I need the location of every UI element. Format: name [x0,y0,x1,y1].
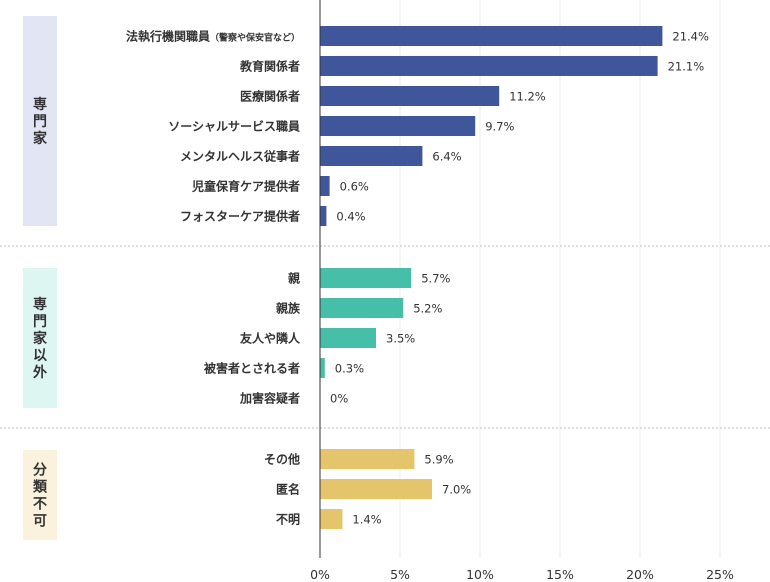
value-label: 0.6% [340,180,369,194]
category-label: 教育関係者 [239,59,300,74]
bar [320,268,412,288]
category-label: 親 [288,271,300,286]
x-tick-label: 25% [706,567,734,582]
value-label: 5.9% [424,453,453,467]
category-label: 被害者とされる者 [204,361,300,376]
x-tick-label: 10% [466,567,494,582]
value-label: 6.4% [432,150,461,164]
category-label: メンタルヘルス従事者 [180,149,300,164]
group-label: 分類不可 [32,463,48,530]
x-tick-label: 5% [390,567,410,582]
category-label: 友人や隣人 [239,331,301,346]
group-box [23,16,57,226]
group-box [23,268,57,408]
group-box [23,450,57,540]
value-label: 0.4% [336,210,365,224]
category-label: 親族 [276,301,301,316]
category-label: 医療関係者 [240,89,300,104]
bar [320,358,325,378]
category-label: ソーシャルサービス職員 [168,119,300,134]
bar [320,328,376,348]
bar [320,176,330,196]
value-label: 9.7% [485,120,514,134]
category-label: フォスターケア提供者 [180,209,300,224]
value-label: 11.2% [509,90,546,104]
value-label: 0.3% [335,362,364,376]
bar [320,509,343,529]
bar [320,206,327,226]
x-tick-label: 0% [310,567,330,582]
x-tick-label: 20% [626,567,654,582]
category-label: 法執行機関職員（警察や保安官など） [126,29,300,44]
group-label: 専門家 [33,96,48,147]
value-label: 7.0% [442,483,471,497]
bar [320,298,404,318]
category-label: 匿名 [276,482,300,497]
bar [320,86,500,106]
group-label: 専門家以外 [33,296,48,381]
category-label: 加害容疑者 [239,391,300,406]
value-label: 5.7% [421,272,450,286]
bar [320,146,423,166]
value-label: 21.4% [672,30,709,44]
bar [320,116,476,136]
value-label: 21.1% [668,60,705,74]
value-label: 0% [330,392,348,406]
category-label: その他 [264,452,300,467]
value-label: 5.2% [413,302,442,316]
bar [320,26,663,46]
bar [320,479,432,499]
bar [320,449,415,469]
value-label: 1.4% [352,513,381,527]
category-label: 不明 [276,513,300,527]
bar [320,56,658,76]
category-label: 児童保育ケア提供者 [191,179,300,194]
x-tick-label: 15% [546,567,574,582]
value-label: 3.5% [386,332,415,346]
